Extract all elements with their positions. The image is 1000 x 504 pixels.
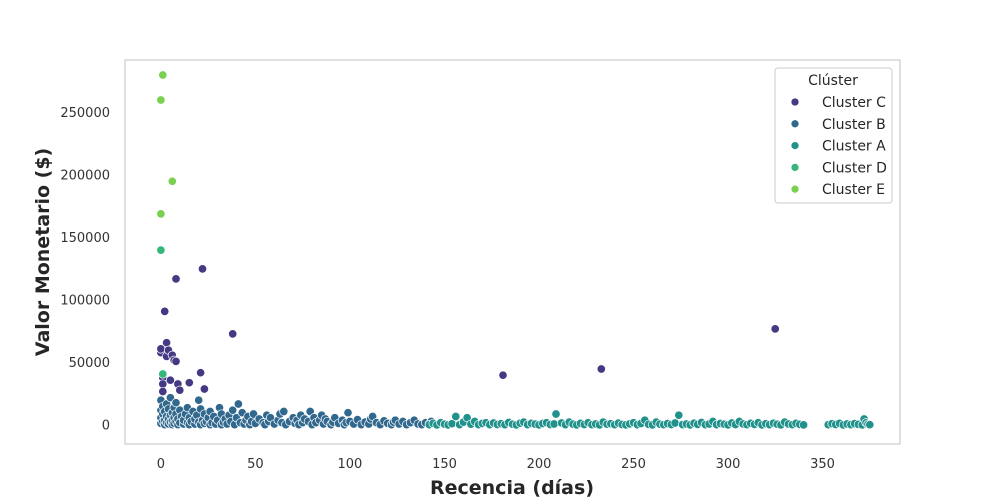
x-tick-label: 300 xyxy=(716,457,741,472)
data-point xyxy=(184,378,194,388)
legend-label: Cluster E xyxy=(822,182,885,198)
legend-marker xyxy=(790,97,800,107)
legend-item: Cluster D xyxy=(790,160,887,176)
y-tick-label: 200000 xyxy=(60,169,110,184)
data-point xyxy=(175,385,185,395)
data-point xyxy=(799,420,809,430)
data-point xyxy=(498,370,508,380)
legend-items: Cluster C Cluster B Cluster A Cluster D Clus… xyxy=(790,95,887,198)
data-point xyxy=(770,324,780,334)
legend-item: Cluster E xyxy=(790,182,885,198)
data-point xyxy=(160,306,170,316)
legend-marker xyxy=(790,119,800,129)
data-point xyxy=(248,409,259,419)
x-axis-title: Recencia (días) xyxy=(430,477,594,499)
x-tick-label: 150 xyxy=(432,457,457,472)
data-point xyxy=(194,395,204,405)
data-point xyxy=(162,338,172,348)
legend-box xyxy=(774,67,893,204)
data-point xyxy=(165,375,175,385)
x-tick-label: 100 xyxy=(337,457,362,472)
legend-label: Cluster A xyxy=(822,139,886,155)
legend-item: Cluster C xyxy=(790,95,886,111)
data-point xyxy=(171,398,181,408)
data-point xyxy=(228,329,238,339)
data-point xyxy=(674,410,684,420)
legend-label: Cluster B xyxy=(822,117,886,133)
data-point xyxy=(596,364,606,374)
data-point xyxy=(167,176,177,186)
data-point xyxy=(171,356,181,366)
data-point xyxy=(158,369,168,379)
series-cluster-b xyxy=(156,393,436,430)
legend-label: Cluster D xyxy=(822,160,887,176)
data-point xyxy=(670,418,680,428)
y-tick-label: 250000 xyxy=(60,106,110,121)
data-point xyxy=(156,209,166,219)
legend-marker xyxy=(790,163,800,172)
points-layer xyxy=(156,70,875,430)
data-point xyxy=(156,95,166,105)
data-point xyxy=(156,245,166,255)
data-point xyxy=(551,409,561,419)
legend-title: Clúster xyxy=(808,73,858,89)
data-point xyxy=(279,406,289,417)
x-tick-label: 350 xyxy=(810,457,835,472)
x-tick-label: 200 xyxy=(527,457,552,472)
legend-marker xyxy=(790,184,800,194)
series-cluster-a xyxy=(424,409,875,430)
legend-label: Cluster C xyxy=(822,95,886,111)
y-axis-title: Valor Monetario ($) xyxy=(32,148,54,356)
data-point xyxy=(233,399,243,409)
plot-frame xyxy=(124,59,901,445)
legend-item: Cluster B xyxy=(790,117,886,133)
y-tick-label: 50000 xyxy=(69,356,110,371)
x-tick-label: 50 xyxy=(247,457,264,472)
data-point xyxy=(451,411,461,422)
data-point xyxy=(228,405,238,415)
x-tick-label: 0 xyxy=(157,457,165,472)
data-point xyxy=(865,420,875,430)
data-point xyxy=(158,379,168,389)
data-point xyxy=(199,384,209,394)
data-point xyxy=(171,274,181,284)
x-tick-label: 250 xyxy=(621,457,646,472)
data-point xyxy=(158,386,168,397)
data-point xyxy=(196,368,206,378)
series-cluster-d xyxy=(156,245,168,379)
y-axis-ticks: 0 50000 100000 150000 200000 250000 xyxy=(60,106,110,434)
data-point xyxy=(158,70,168,80)
y-tick-label: 150000 xyxy=(60,231,110,246)
legend-item: Cluster A xyxy=(790,139,886,155)
legend-marker xyxy=(790,141,800,150)
data-point xyxy=(343,408,353,418)
data-point xyxy=(197,264,208,274)
y-tick-label: 0 xyxy=(102,419,110,434)
y-tick-label: 100000 xyxy=(60,294,110,309)
x-axis-ticks: 0 50 100 150 200 250 300 350 xyxy=(157,457,835,472)
series-cluster-e xyxy=(156,70,177,219)
data-point xyxy=(549,419,559,429)
